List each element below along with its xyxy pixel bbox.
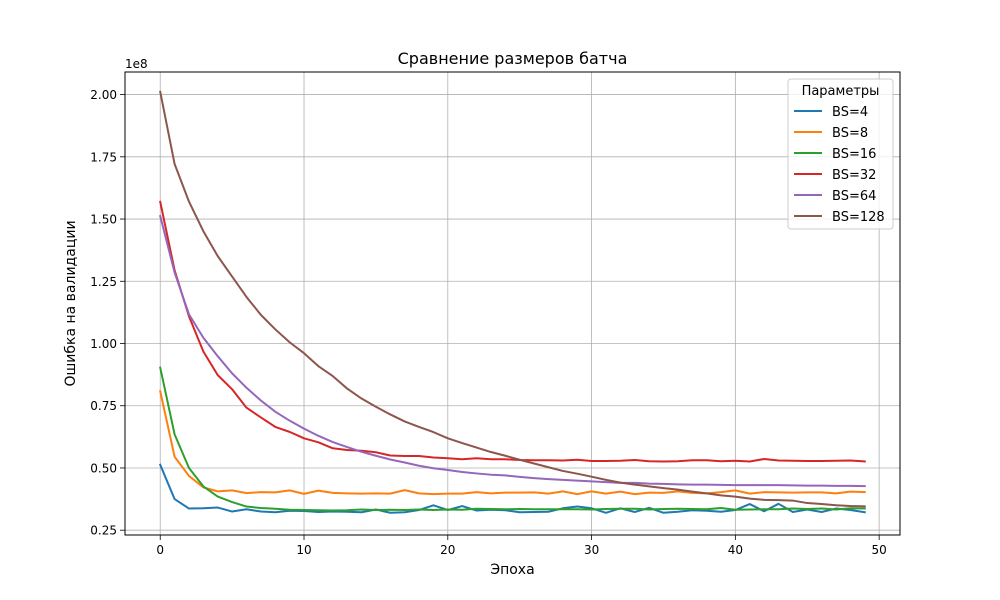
y-tick-label: 1.00	[90, 337, 117, 351]
plot-frame	[124, 71, 901, 536]
legend: Параметры BS=4 BS=8 BS=16 BS=32 BS=64 BS=128	[787, 78, 894, 230]
legend-label-bs-16: BS=16	[832, 147, 876, 162]
legend-label-bs-64: BS=64	[832, 189, 876, 204]
plot-area	[125, 72, 900, 535]
legend-label-bs-128: BS=128	[832, 210, 885, 225]
x-tick-label: 10	[296, 543, 311, 557]
legend-label-bs-32: BS=32	[832, 168, 876, 183]
series-line-bs-32	[159, 200, 866, 463]
y-tick-label: 0.50	[90, 461, 117, 475]
legend-label-bs-8: BS=8	[832, 126, 868, 141]
series-line-bs-8	[159, 390, 866, 496]
y-tick-label: 1.75	[90, 150, 117, 164]
y-offset-label: 1e8	[125, 57, 148, 71]
x-axis-label: Эпоха	[490, 562, 534, 578]
grid	[125, 72, 900, 535]
y-axis: 0.25 0.50 0.75 1.00 1.25 1.50 1.75 2.00	[90, 88, 125, 538]
x-tick-label: 20	[440, 543, 455, 557]
y-tick-label: 0.25	[90, 524, 117, 538]
chart-title: Сравнение размеров батча	[398, 49, 628, 68]
series-line-bs-16	[159, 366, 866, 512]
x-tick-label: 40	[728, 543, 743, 557]
y-tick-label: 0.75	[90, 399, 117, 413]
y-tick-label: 1.50	[90, 213, 117, 227]
y-tick-label: 1.25	[90, 275, 117, 289]
series-line-bs-64	[159, 214, 866, 488]
x-tick-label: 30	[584, 543, 599, 557]
x-tick-label: 50	[872, 543, 887, 557]
legend-items: BS=4 BS=8 BS=16 BS=32 BS=64 BS=128	[794, 105, 885, 225]
legend-box	[787, 78, 894, 230]
series-line-bs-4	[158, 463, 866, 514]
y-tick-label: 2.00	[90, 88, 117, 102]
x-tick-label: 0	[156, 543, 164, 557]
x-axis: 0 10 20 30 40 50	[156, 535, 887, 557]
series-lines	[158, 90, 866, 514]
series-line-bs-128	[159, 90, 866, 508]
legend-title: Параметры	[802, 84, 880, 99]
y-axis-label: Ошибка на валидации	[63, 220, 79, 386]
legend-label-bs-4: BS=4	[832, 105, 868, 120]
